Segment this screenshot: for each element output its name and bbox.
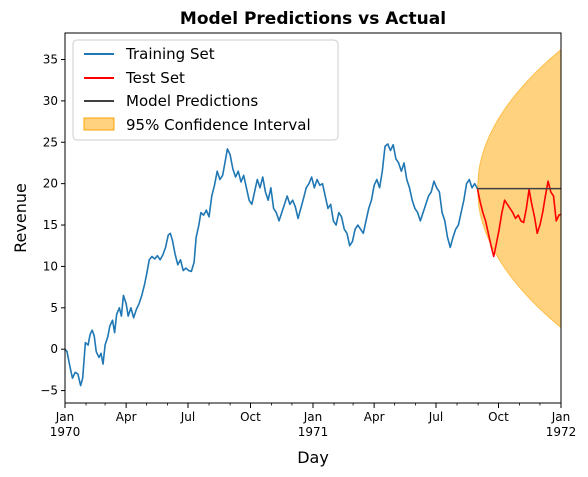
y-tick-label: 0 xyxy=(50,342,58,356)
x-tick-label: Jul xyxy=(180,410,195,424)
x-tick-label: Apr xyxy=(364,410,385,424)
plot-area xyxy=(64,48,562,387)
y-tick-label: 15 xyxy=(43,218,58,232)
x-tick-year-label: 1972 xyxy=(546,425,577,439)
legend-label-confidence: 95% Confidence Interval xyxy=(126,116,311,134)
x-tick-label: Jan xyxy=(55,410,75,424)
y-tick-label: 25 xyxy=(43,135,58,149)
y-tick-label: 30 xyxy=(43,94,58,108)
legend-label-training: Training Set xyxy=(125,45,215,63)
legend-label-test: Test Set xyxy=(125,69,185,87)
x-tick-year-label: 1971 xyxy=(298,425,329,439)
x-tick-label: Oct xyxy=(240,410,261,424)
legend: Training Set Test Set Model Predictions … xyxy=(72,39,339,141)
x-tick-label: Jan xyxy=(551,410,571,424)
x-axis-label: Day xyxy=(297,448,329,467)
y-tick-label: 20 xyxy=(43,177,58,191)
x-tick-label: Oct xyxy=(488,410,509,424)
y-tick-label: −5 xyxy=(40,384,58,398)
legend-label-predictions: Model Predictions xyxy=(126,92,258,110)
legend-swatch-confidence xyxy=(83,117,115,131)
y-tick-label: 5 xyxy=(50,301,58,315)
legend-box xyxy=(72,39,339,141)
y-tick-label: 35 xyxy=(43,52,58,66)
test-set-line xyxy=(476,180,562,258)
training-set-line xyxy=(64,143,479,387)
y-axis-label: Revenue xyxy=(11,183,30,253)
chart-title: Model Predictions vs Actual xyxy=(180,9,446,29)
x-tick-label: Jan xyxy=(303,410,323,424)
y-tick-label: 10 xyxy=(43,259,58,273)
x-tick-label: Apr xyxy=(116,410,137,424)
x-tick-year-label: 1970 xyxy=(50,425,81,439)
x-tick-label: Jul xyxy=(428,410,443,424)
y-axis: −5 0 5 10 15 20 25 30 35 xyxy=(40,52,65,398)
